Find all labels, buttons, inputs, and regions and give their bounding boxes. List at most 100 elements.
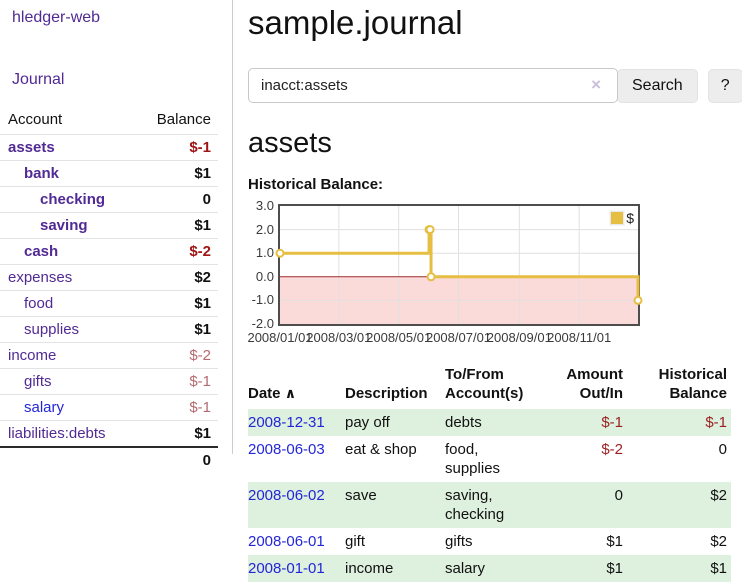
x-tick-label: 2008/09/01	[486, 330, 552, 345]
account-row: liabilities:debts $1	[0, 420, 218, 448]
account-row: bank $1	[0, 160, 218, 187]
transaction-amount: $1	[606, 560, 623, 577]
register-header-balance: Historical Balance	[658, 366, 727, 402]
app-brand-link[interactable]: hledger-web	[12, 9, 101, 26]
y-tick-label: 3.0	[255, 198, 274, 213]
x-tick-label: 2008/01/01	[247, 330, 313, 345]
account-balance: $1	[194, 217, 211, 234]
account-link[interactable]: liabilities:debts	[8, 425, 106, 442]
transaction-description: income	[345, 560, 394, 577]
accounts-body: assets $-1 bank $1 checking 0 saving $1 …	[0, 134, 218, 448]
register-header-date: Date ∧	[248, 385, 297, 402]
account-link[interactable]: income	[8, 347, 57, 364]
x-tick-label: 2008/07/01	[425, 330, 492, 345]
register-row: 2008-06-01 gift gifts $1 $2	[248, 528, 731, 555]
y-tick-label: 1.0	[255, 245, 274, 261]
sidebar: hledger-web Journal Account Balance asse…	[0, 0, 233, 469]
transaction-amount: 0	[614, 487, 623, 504]
register-row: 2008-01-01 income salary $1 $1	[248, 555, 731, 582]
x-tick-label: 2008/03/01	[306, 330, 372, 345]
account-row: assets $-1	[0, 134, 218, 161]
chart-xlabels: 2008/01/01 2008/03/01 2008/05/01 2008/07/01…	[247, 330, 638, 346]
transaction-date-link[interactable]: 2008-06-02	[248, 487, 325, 504]
account-balance: $-1	[189, 399, 211, 416]
account-balance: $2	[194, 269, 211, 286]
sidebar-item-journal[interactable]: Journal	[12, 71, 65, 88]
chart-legend: $	[609, 210, 634, 226]
register-header-accounts: To/From Account(s)	[445, 366, 524, 402]
accounts-header-account: Account	[8, 111, 63, 128]
clear-search-icon[interactable]: ×	[591, 75, 601, 94]
account-row: saving $1	[0, 212, 218, 239]
account-row: expenses $2	[0, 264, 218, 291]
account-row: income $-2	[0, 342, 218, 369]
transaction-amount: $-1	[601, 414, 623, 431]
register-row: 2008-12-31 pay off debts $-1 $-1	[248, 409, 731, 436]
search-bar: × Search ?	[248, 68, 742, 103]
transaction-date-link[interactable]: 2008-01-01	[248, 560, 325, 577]
account-link[interactable]: expenses	[8, 269, 73, 286]
register-row: 2008-06-02 save saving, checking 0 $2	[248, 482, 731, 528]
account-link[interactable]: checking	[40, 191, 106, 208]
account-balance: $-2	[189, 243, 211, 260]
transaction-balance: $1	[710, 560, 727, 577]
account-link[interactable]: supplies	[24, 321, 80, 338]
account-balance: $1	[194, 321, 211, 338]
account-link[interactable]: gifts	[24, 373, 52, 390]
sort-ascending-icon: ∧	[284, 385, 297, 401]
y-tick-label: 0.0	[255, 268, 274, 284]
account-balance: 0	[202, 191, 211, 208]
account-link[interactable]: food	[24, 295, 54, 312]
search-input[interactable]	[248, 68, 618, 103]
transaction-amount: $-2	[601, 441, 623, 458]
y-tick-label: 2.0	[255, 221, 274, 237]
account-balance: $1	[194, 425, 211, 442]
transaction-balance: $2	[710, 533, 727, 550]
register-body: 2008-12-31 pay off debts $-1 $-1 2008-06…	[248, 409, 731, 582]
register-row: 2008-06-03 eat & shop food, supplies $-2…	[248, 436, 731, 482]
main-content: sample.journal × Search ? assets Histori…	[233, 0, 742, 582]
chart-plot: $	[275, 204, 643, 326]
y-tick-label: -2.0	[251, 316, 274, 331]
y-tick-label: -1.0	[251, 292, 274, 308]
register-table: Date ∧ Description To/From Account(s) Am…	[248, 362, 731, 582]
transaction-description: pay off	[345, 414, 390, 431]
transaction-description: gift	[345, 533, 366, 550]
account-link[interactable]: cash	[24, 243, 59, 260]
search-button[interactable]: Search	[617, 68, 698, 103]
transaction-accounts: salary	[445, 560, 486, 577]
transaction-date-link[interactable]: 2008-12-31	[248, 414, 325, 431]
account-row: salary $-1	[0, 394, 218, 421]
transaction-balance: 0	[718, 441, 727, 458]
register-header-row: Date ∧ Description To/From Account(s) Am…	[248, 362, 731, 409]
account-link[interactable]: saving	[40, 217, 88, 234]
account-link[interactable]: salary	[24, 399, 65, 416]
account-row: cash $-2	[0, 238, 218, 265]
account-balance: $1	[194, 295, 211, 312]
transaction-balance: $-1	[705, 414, 727, 431]
account-row: checking 0	[0, 186, 218, 213]
help-button[interactable]: ?	[707, 68, 742, 103]
account-balance: $-1	[189, 139, 211, 156]
transaction-date-link[interactable]: 2008-06-01	[248, 533, 325, 550]
accounts-header-row: Account Balance	[0, 107, 218, 135]
account-row: gifts $-1	[0, 368, 218, 395]
transaction-accounts: gifts	[445, 533, 473, 550]
account-balance: $-2	[189, 347, 211, 364]
transaction-description: save	[345, 487, 377, 504]
x-tick-label: 2008/11/01	[547, 330, 612, 345]
transaction-date-link[interactable]: 2008-06-03	[248, 441, 325, 458]
account-row: food $1	[0, 290, 218, 317]
historical-balance-chart: 3.0 2.0 1.0 0.0 -1.0 -2.0 $ 2008/01/01 2008/03…	[247, 198, 668, 348]
chart-heading: Historical Balance:	[248, 176, 384, 193]
transaction-balance: $2	[710, 487, 727, 504]
register-header-amount: Amount Out/In	[566, 366, 623, 402]
account-link[interactable]: bank	[24, 165, 60, 182]
chart-canvas	[275, 206, 643, 324]
transaction-accounts: food, supplies	[445, 441, 501, 477]
register-header-description: Description	[345, 385, 428, 402]
account-link[interactable]: assets	[8, 139, 55, 156]
x-tick-label: 2008/05/01	[366, 330, 432, 345]
account-balance: $1	[194, 165, 211, 182]
